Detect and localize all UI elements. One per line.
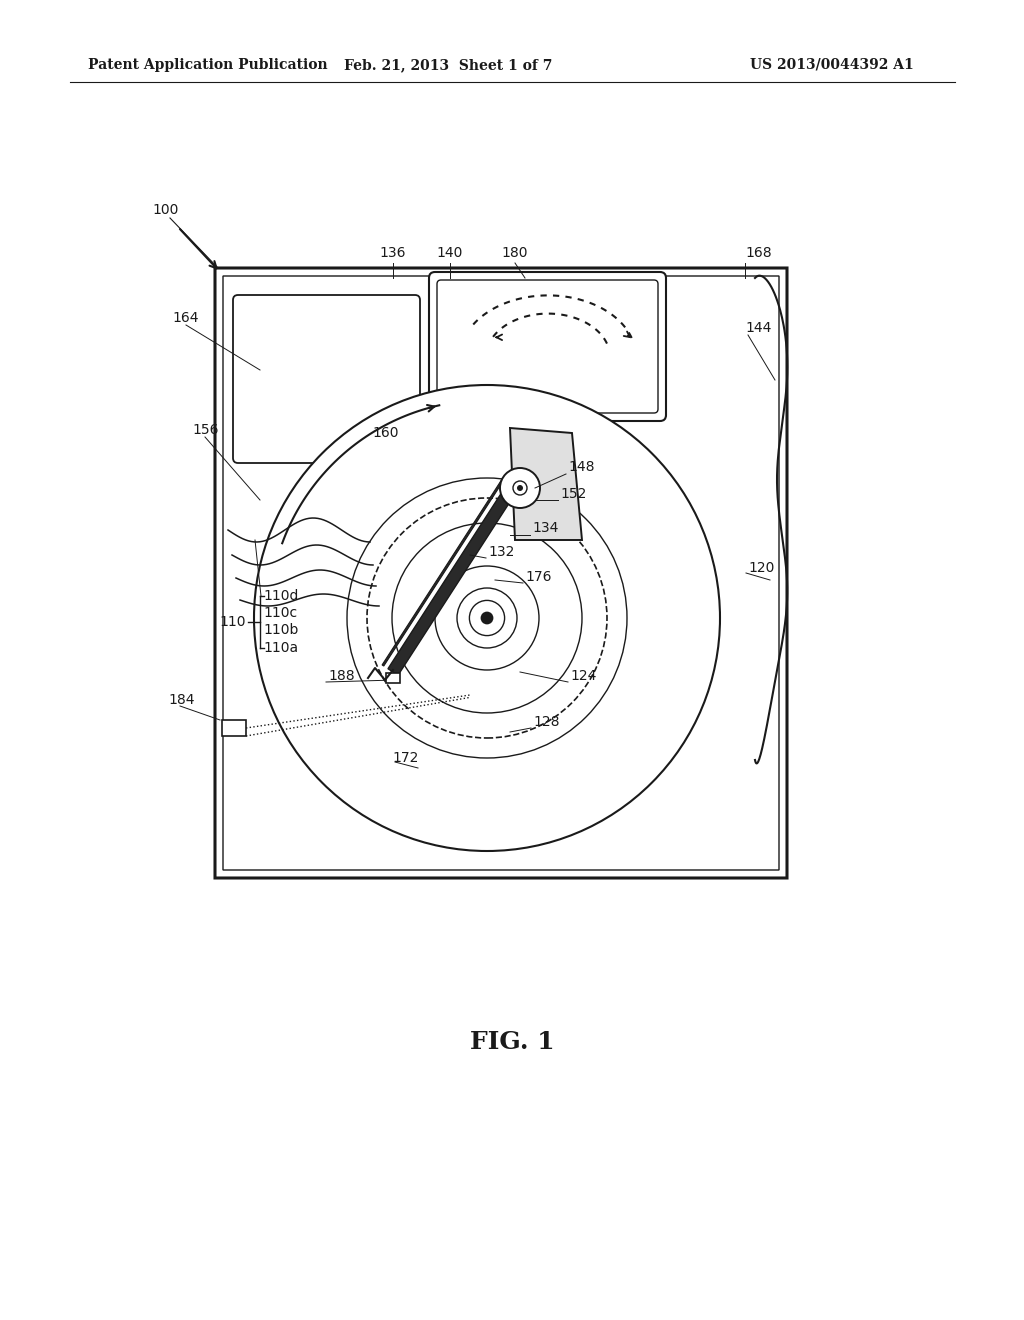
Text: 172: 172 (392, 751, 419, 766)
Text: Patent Application Publication: Patent Application Publication (88, 58, 328, 73)
Circle shape (480, 611, 494, 624)
Bar (222, 719, 246, 737)
Circle shape (517, 484, 523, 491)
Text: 176: 176 (525, 570, 552, 583)
Text: 124: 124 (570, 669, 596, 682)
Text: 188: 188 (328, 669, 354, 682)
Text: 100: 100 (152, 203, 178, 216)
Polygon shape (388, 479, 520, 676)
Text: 156: 156 (193, 422, 218, 437)
Text: 110b: 110b (263, 623, 298, 638)
Polygon shape (386, 673, 400, 682)
Text: 110d: 110d (263, 589, 298, 603)
FancyBboxPatch shape (223, 276, 779, 870)
Text: 128: 128 (534, 715, 559, 729)
Text: 148: 148 (568, 459, 595, 474)
Text: 152: 152 (560, 487, 587, 502)
Text: 180: 180 (502, 246, 528, 260)
Text: 136: 136 (380, 246, 407, 260)
Text: 160: 160 (372, 426, 398, 440)
Text: 110a: 110a (263, 642, 298, 655)
Text: Feb. 21, 2013  Sheet 1 of 7: Feb. 21, 2013 Sheet 1 of 7 (344, 58, 552, 73)
Text: 168: 168 (745, 246, 772, 260)
FancyBboxPatch shape (429, 272, 666, 421)
FancyBboxPatch shape (437, 280, 658, 413)
Text: FIG. 1: FIG. 1 (470, 1030, 554, 1053)
FancyBboxPatch shape (233, 294, 420, 463)
Text: 120: 120 (748, 561, 774, 576)
Text: 144: 144 (745, 321, 771, 335)
Text: 110: 110 (219, 615, 246, 630)
Text: 132: 132 (488, 545, 514, 558)
Circle shape (469, 601, 505, 636)
Circle shape (254, 385, 720, 851)
Polygon shape (382, 477, 506, 667)
Circle shape (513, 480, 527, 495)
Text: 140: 140 (437, 246, 463, 260)
Text: US 2013/0044392 A1: US 2013/0044392 A1 (750, 58, 913, 73)
Text: 134: 134 (532, 521, 558, 535)
FancyBboxPatch shape (215, 268, 787, 878)
Polygon shape (510, 428, 582, 540)
Circle shape (500, 469, 540, 508)
Text: 164: 164 (172, 312, 199, 325)
Text: 184: 184 (168, 693, 195, 708)
Text: 110c: 110c (263, 606, 297, 620)
